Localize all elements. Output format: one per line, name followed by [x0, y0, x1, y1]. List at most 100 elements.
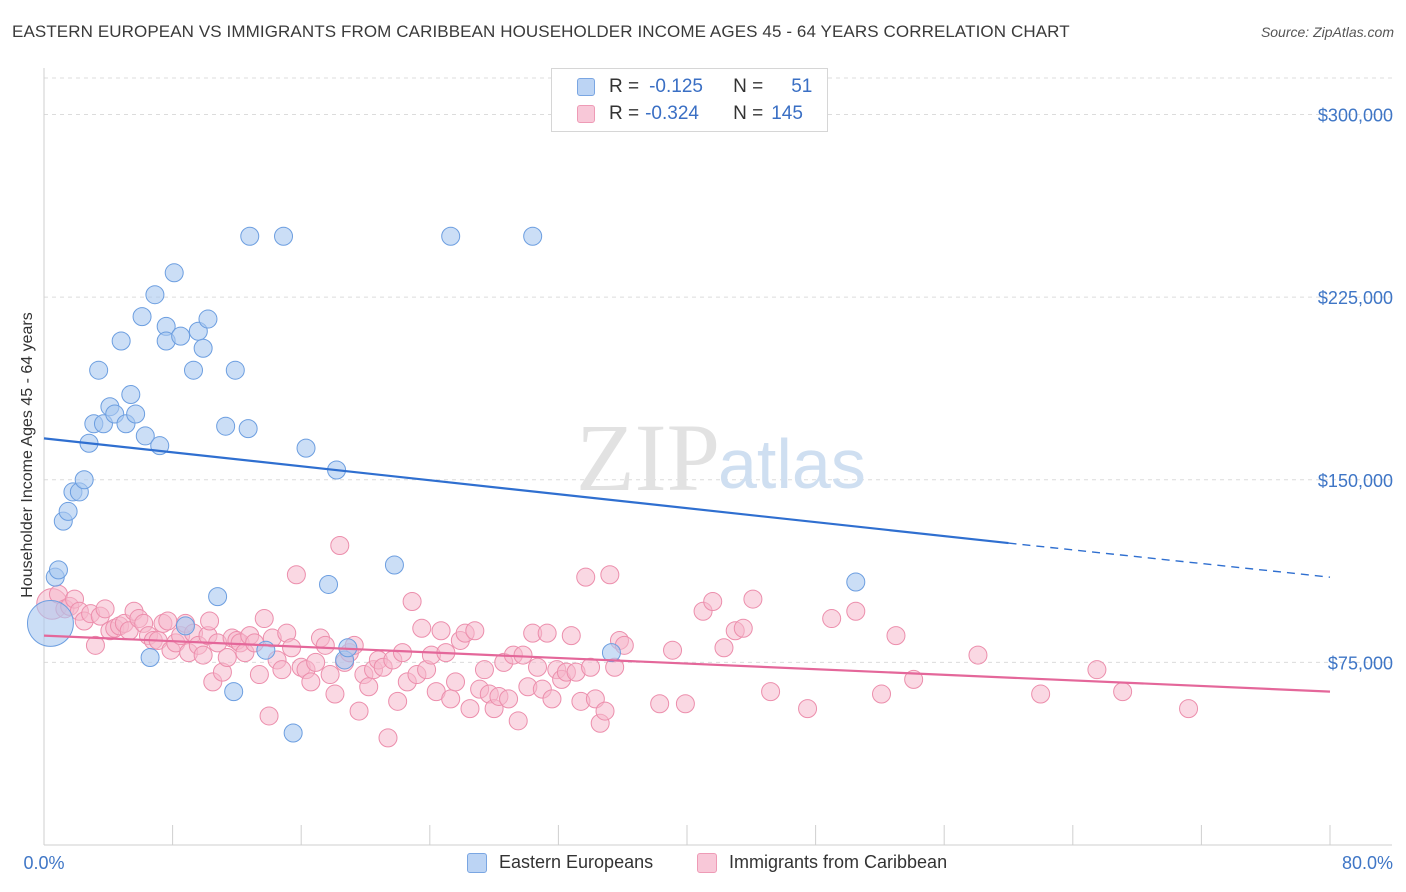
data-point: [325, 684, 345, 704]
watermark: ZIP atlas: [576, 404, 866, 511]
data-point: [886, 626, 906, 646]
legend-row-eastern-european: R = -0.125 N = 51: [577, 75, 812, 99]
x-tick-label: 80.0%: [1342, 853, 1393, 873]
r-value: -0.324: [645, 103, 699, 124]
data-point: [193, 338, 213, 358]
data-point: [224, 682, 244, 702]
data-point: [208, 587, 228, 607]
data-point: [872, 684, 892, 704]
data-point: [286, 565, 306, 585]
data-point: [225, 360, 245, 380]
data-point: [296, 438, 316, 458]
legend-item-eastern-europeans[interactable]: Eastern Europeans: [467, 852, 653, 873]
pink-swatch-icon: [577, 105, 595, 123]
data-point: [761, 682, 781, 702]
axes: [43, 68, 1392, 846]
data-point: [528, 657, 548, 677]
data-point: [140, 648, 160, 668]
pink-swatch-icon: [697, 852, 717, 873]
legend-label: Immigrants from Caribbean: [729, 852, 948, 872]
blue-swatch-icon: [577, 78, 595, 96]
data-point: [446, 672, 466, 692]
data-point: [499, 689, 519, 709]
r-value: -0.125: [649, 76, 703, 97]
data-point: [85, 635, 105, 655]
y-tick-label: $150,000: [1318, 471, 1393, 491]
data-point: [846, 572, 866, 592]
data-point: [441, 689, 461, 709]
data-point: [164, 263, 184, 283]
data-point: [48, 560, 68, 580]
r-label: R =: [609, 76, 640, 97]
data-point: [822, 609, 842, 629]
data-point: [282, 638, 302, 658]
data-point: [315, 635, 335, 655]
data-point: [601, 643, 621, 663]
data-point: [175, 616, 195, 636]
caribbean-points: [36, 536, 1199, 748]
data-point: [1179, 699, 1199, 719]
y-tick-label: $75,000: [1328, 653, 1393, 673]
data-point: [200, 611, 220, 631]
trend-line-eastern-european-extension: [1008, 542, 1331, 578]
data-point: [675, 694, 695, 714]
data-point: [600, 565, 620, 585]
data-point: [330, 536, 350, 556]
data-point: [402, 592, 422, 612]
data-point: [460, 699, 480, 719]
gridlines: [44, 77, 1392, 663]
y-tick-label: $300,000: [1318, 106, 1393, 126]
legend-item-caribbean[interactable]: Immigrants from Caribbean: [697, 852, 947, 873]
series-legend: Eastern Europeans Immigrants from Caribb…: [0, 852, 1406, 878]
n-value: 51: [791, 76, 813, 97]
data-point: [89, 360, 109, 380]
data-point: [193, 645, 213, 665]
data-point: [306, 652, 326, 672]
data-point: [733, 618, 753, 638]
data-point: [663, 640, 683, 660]
watermark-zip: ZIP: [576, 404, 720, 511]
data-point: [301, 672, 321, 692]
data-point: [238, 419, 258, 439]
data-point: [359, 677, 379, 697]
data-point: [581, 657, 601, 677]
x-tick-label: 0.0%: [23, 853, 64, 873]
data-point: [320, 665, 340, 685]
data-point: [274, 226, 294, 246]
data-point: [561, 626, 581, 646]
data-point: [650, 694, 670, 714]
data-point: [121, 385, 141, 405]
eastern-european-points: [26, 226, 866, 743]
data-point: [240, 226, 260, 246]
data-point: [249, 665, 269, 685]
data-point: [216, 416, 236, 436]
data-point: [542, 689, 562, 709]
data-point: [171, 326, 191, 346]
data-point: [319, 574, 339, 594]
data-point: [384, 555, 404, 575]
data-point: [272, 660, 292, 680]
tick-labels: $75,000 $150,000 $225,000 $300,000 0.0% 80.0%: [23, 106, 1393, 873]
data-point: [126, 404, 146, 424]
data-point: [595, 701, 615, 721]
trend-line-eastern-european: [43, 437, 1009, 545]
n-label: N =: [733, 103, 764, 124]
data-point: [388, 691, 408, 711]
data-point: [1087, 660, 1107, 680]
data-point: [254, 609, 274, 629]
data-point: [95, 599, 115, 619]
data-point: [431, 621, 451, 641]
data-point: [392, 643, 412, 663]
data-point: [132, 307, 152, 327]
r-label: R =: [609, 103, 640, 124]
data-point: [1113, 682, 1133, 702]
data-point: [111, 331, 131, 351]
chart-title: EASTERN EUROPEAN VS IMMIGRANTS FROM CARI…: [12, 22, 1070, 41]
data-point: [58, 501, 78, 521]
data-point: [904, 669, 924, 689]
trend-lines: [43, 437, 1331, 693]
data-point: [703, 592, 723, 612]
data-point: [513, 645, 533, 665]
data-point: [183, 360, 203, 380]
